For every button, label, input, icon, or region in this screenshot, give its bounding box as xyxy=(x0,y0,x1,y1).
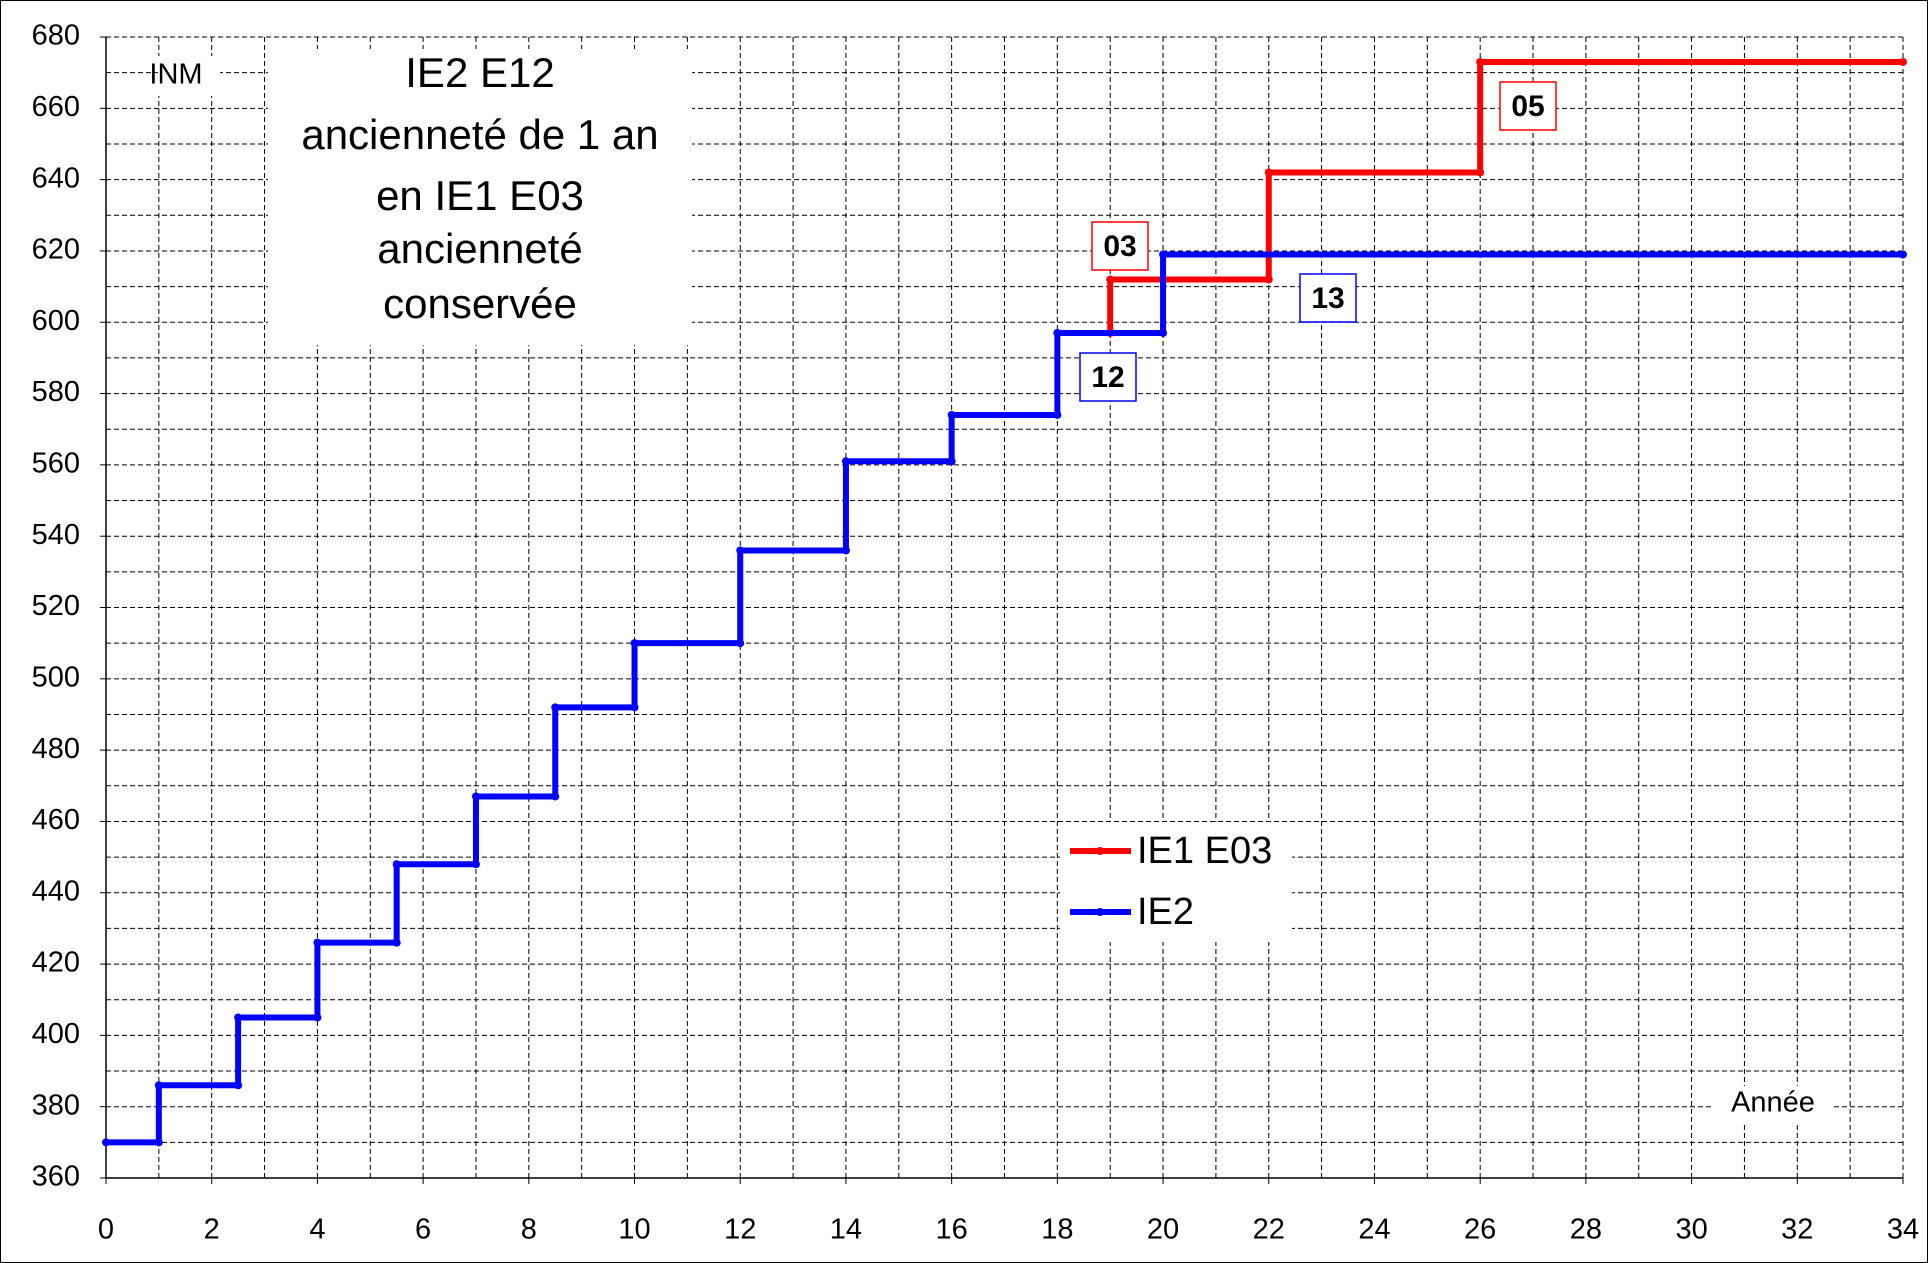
x-tick-label: 12 xyxy=(724,1214,756,1246)
annotation-box xyxy=(1079,352,1137,402)
x-tick-label: 14 xyxy=(830,1214,862,1246)
y-label-box xyxy=(158,56,220,96)
x-tick-label: 20 xyxy=(1147,1214,1179,1246)
legend-marker xyxy=(1096,908,1104,916)
x-tick-label: 26 xyxy=(1464,1214,1496,1246)
x-label-box xyxy=(1712,1086,1834,1124)
legend-label: IE2 xyxy=(1137,891,1194,933)
point xyxy=(736,639,745,648)
annotation-box xyxy=(1091,221,1149,271)
series-line xyxy=(106,251,1903,1146)
annotation: 05 xyxy=(1511,90,1544,123)
x-tick-label: 24 xyxy=(1358,1214,1390,1246)
y-tick-label: 380 xyxy=(32,1089,80,1121)
title-line: ancienneté de 1 an xyxy=(301,111,658,158)
point xyxy=(234,1013,243,1022)
point xyxy=(736,546,745,555)
point xyxy=(630,639,639,648)
point xyxy=(154,1138,163,1147)
legend-box xyxy=(1060,822,1292,942)
point xyxy=(1264,275,1273,284)
annotation-box xyxy=(1299,273,1357,323)
point xyxy=(471,792,480,801)
y-tick-label: 560 xyxy=(32,448,80,480)
point xyxy=(841,546,850,555)
point xyxy=(947,410,956,419)
point xyxy=(947,457,956,466)
point xyxy=(234,1081,243,1090)
x-tick-label: 22 xyxy=(1253,1214,1285,1246)
y-tick-label: 460 xyxy=(32,804,80,836)
x-tick-label: 8 xyxy=(521,1214,537,1246)
title-line: en IE1 E03 xyxy=(376,172,584,219)
point xyxy=(154,1081,163,1090)
y-tick-label: 580 xyxy=(32,376,80,408)
x-tick-label: 34 xyxy=(1887,1214,1919,1246)
title-line: conservée xyxy=(383,280,577,327)
y-tick-label: 640 xyxy=(32,162,80,194)
x-tick-label: 6 xyxy=(415,1214,431,1246)
point xyxy=(1899,57,1907,66)
point xyxy=(313,1013,322,1022)
point xyxy=(313,938,322,947)
point xyxy=(1053,328,1062,337)
point xyxy=(551,792,560,801)
title-line: ancienneté xyxy=(377,225,583,272)
point xyxy=(1159,250,1168,259)
y-tick-label: 400 xyxy=(32,1018,80,1050)
point xyxy=(1159,328,1168,337)
x-tick-label: 0 xyxy=(98,1214,114,1246)
title-box xyxy=(268,49,692,345)
lines xyxy=(102,57,1907,1147)
point xyxy=(102,1138,110,1147)
overlay: IE2 E12 ancienneté de 1 an en IE1 E03 ancie… xyxy=(301,49,1557,933)
legend-marker xyxy=(1096,847,1104,855)
title-line: IE2 E12 xyxy=(405,49,554,96)
y-axis-label: INM xyxy=(149,59,202,91)
x-tick-label: 28 xyxy=(1570,1214,1602,1246)
x-tick-label: 18 xyxy=(1041,1214,1073,1246)
y-tick-label: 500 xyxy=(32,661,80,693)
y-tick-label: 360 xyxy=(32,1161,80,1193)
annotation: 13 xyxy=(1311,282,1344,315)
y-tick-label: 600 xyxy=(32,305,80,337)
point xyxy=(471,860,480,869)
point xyxy=(1899,250,1907,259)
point xyxy=(1106,275,1115,284)
x-tick-label: 2 xyxy=(204,1214,220,1246)
point xyxy=(392,938,401,947)
y-tick-label: 540 xyxy=(32,519,80,551)
y-tick-label: 680 xyxy=(32,20,80,52)
y-tick-label: 520 xyxy=(32,590,80,622)
y-tick-label: 420 xyxy=(32,947,80,979)
point xyxy=(551,703,560,712)
annotation: 12 xyxy=(1091,361,1124,394)
x-tick-label: 30 xyxy=(1675,1214,1707,1246)
legend-label: IE1 E03 xyxy=(1137,830,1272,872)
annotation-box xyxy=(1499,81,1557,131)
y-tick-label: 440 xyxy=(32,875,80,907)
point xyxy=(1053,410,1062,419)
y-tick-label: 620 xyxy=(32,234,80,266)
x-axis-label: Année xyxy=(1731,1087,1815,1119)
point xyxy=(1476,57,1485,66)
point xyxy=(841,457,850,466)
y-tick-label: 480 xyxy=(32,733,80,765)
point xyxy=(1264,168,1273,177)
annotation: 03 xyxy=(1103,230,1136,263)
y-tick-label: 660 xyxy=(32,91,80,123)
x-tick-label: 4 xyxy=(309,1214,325,1246)
x-tick-label: 10 xyxy=(618,1214,650,1246)
x-tick-label: 32 xyxy=(1781,1214,1813,1246)
point xyxy=(630,703,639,712)
point xyxy=(392,860,401,869)
x-tick-label: 16 xyxy=(936,1214,968,1246)
point xyxy=(1476,168,1485,177)
grid: 3603804004204404604805005205405605806006… xyxy=(32,20,1920,1246)
